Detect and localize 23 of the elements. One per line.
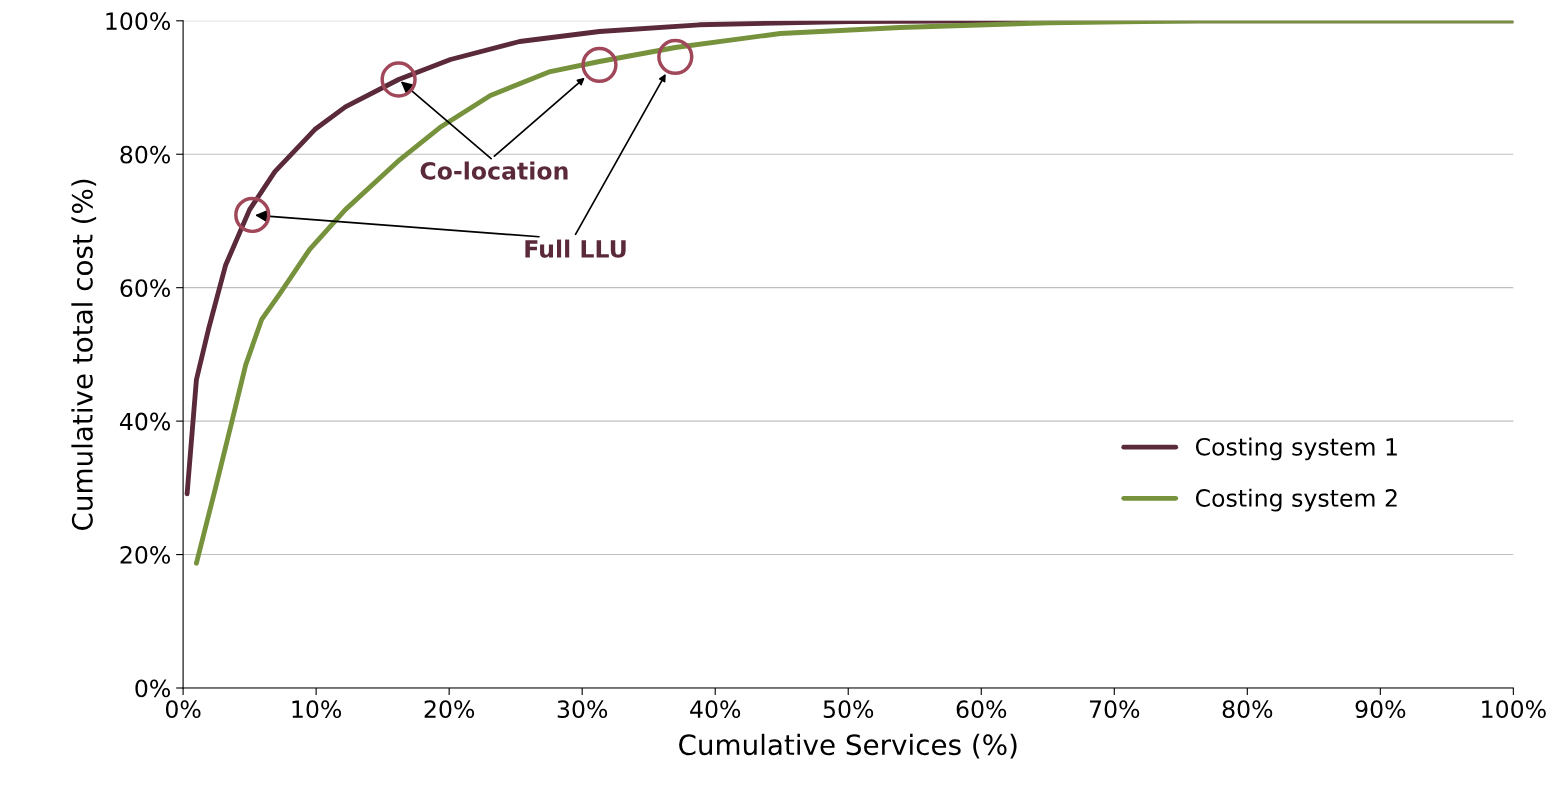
legend-label: Costing system 1	[1195, 437, 1397, 461]
x-tick-label: 20%	[424, 700, 475, 719]
legend-label: Costing system 2	[1195, 488, 1397, 512]
annotation: Co-location	[420, 161, 568, 180]
annotation: Full LLU	[525, 239, 626, 258]
x-tick-label: 40%	[690, 700, 741, 719]
y-tick-label: 0%	[135, 679, 170, 698]
y-tick-label: 80%	[120, 145, 170, 164]
x-tick-label: 80%	[1222, 700, 1273, 719]
y-tick-label: 60%	[120, 279, 170, 297]
x-tick-label: 10%	[292, 700, 342, 719]
x-axis-title: Cumulative Services (%)	[679, 733, 1017, 759]
x-tick-label: 60%	[956, 700, 1007, 719]
x-tick-label: 70%	[1089, 700, 1140, 719]
y-tick-label: 20%	[120, 546, 170, 564]
x-tick-label: 90%	[1355, 700, 1406, 719]
x-tick-label: 30%	[557, 700, 608, 719]
y-axis-title: Cumulative total cost (%)	[71, 179, 97, 530]
x-tick-label: 100%	[1482, 700, 1546, 719]
y-tick-label: 100%	[106, 12, 170, 31]
x-tick-label: 0%	[165, 700, 201, 719]
y-tick-label: 40%	[119, 412, 170, 431]
x-tick-label: 50%	[823, 700, 874, 719]
